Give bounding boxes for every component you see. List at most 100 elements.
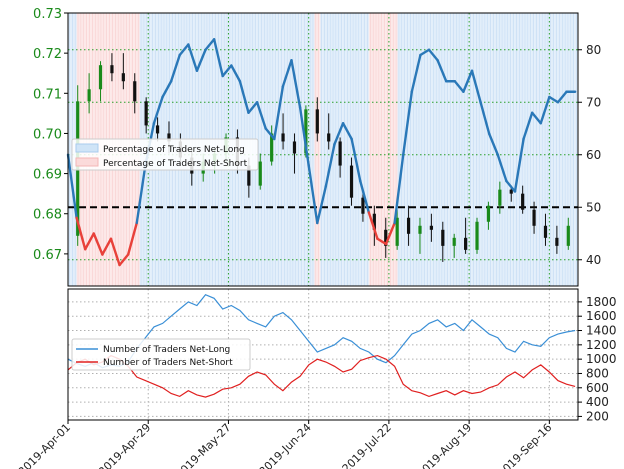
legend-label: Number of Traders Net-Short bbox=[103, 358, 233, 368]
candle bbox=[498, 181, 502, 214]
sentiment-line-segment bbox=[281, 59, 293, 88]
x-axis-ticks: 2019-Apr-01 2019-Apr-29 2019-May-27 2019-Ju… bbox=[16, 420, 554, 469]
candle bbox=[258, 153, 262, 190]
x-tick-label: 2019-Jun-24 bbox=[257, 421, 314, 469]
candle bbox=[270, 125, 274, 166]
bottom-tick-label: 1800 bbox=[586, 295, 617, 309]
left-tick-label: 0.68 bbox=[33, 208, 62, 223]
sentiment-line-segment bbox=[230, 64, 242, 83]
candle bbox=[281, 113, 285, 150]
sentiment-line-segment bbox=[359, 179, 371, 214]
sentiment-line-segment bbox=[187, 43, 199, 72]
candle bbox=[338, 137, 342, 178]
sentiment-line-segment bbox=[221, 64, 233, 78]
candle-body bbox=[87, 89, 91, 102]
candle-body bbox=[270, 133, 274, 162]
candle bbox=[349, 157, 354, 206]
sentiment-line-segment bbox=[548, 95, 560, 104]
candle-body bbox=[406, 217, 411, 234]
candle-body bbox=[486, 205, 491, 222]
candle-body bbox=[509, 189, 513, 194]
sentiment-line-segment bbox=[341, 122, 353, 141]
bottom-tick-label: 1000 bbox=[586, 352, 617, 366]
bottom-legend-box bbox=[71, 338, 251, 371]
sentiment-line-segment bbox=[273, 85, 285, 141]
x-tick-label: 2019-May-27 bbox=[173, 421, 233, 469]
right-tick-label: 40 bbox=[586, 253, 601, 267]
bottom-tick-label: 600 bbox=[586, 381, 609, 395]
candle bbox=[475, 217, 479, 254]
top-panel-border bbox=[67, 12, 579, 287]
candle-body bbox=[315, 109, 319, 134]
candle bbox=[98, 61, 103, 102]
candle bbox=[566, 217, 570, 250]
sentiment-line-segment bbox=[324, 143, 336, 188]
candle-body bbox=[133, 81, 137, 102]
candle bbox=[543, 213, 548, 246]
left-tick-label: 0.73 bbox=[33, 7, 62, 22]
sentiment-line-segment bbox=[178, 43, 190, 57]
candle-body bbox=[361, 197, 365, 214]
net-short-count-line bbox=[67, 354, 576, 398]
sentiment-line-segment bbox=[264, 127, 276, 141]
bottom-panel-border bbox=[67, 288, 579, 421]
sentiment-line-segment bbox=[427, 48, 439, 62]
sentiment-line-segment bbox=[298, 106, 310, 167]
sentiment-line-segment bbox=[496, 153, 508, 183]
top-legend-box bbox=[71, 138, 259, 171]
candle-body bbox=[452, 237, 456, 246]
top-legend: Percentage of Traders Net-Long Percentage… bbox=[71, 138, 259, 171]
legend-swatch bbox=[75, 157, 99, 167]
sentiment-line-segment bbox=[204, 38, 216, 51]
candle bbox=[121, 53, 125, 90]
legend-label: Number of Traders Net-Long bbox=[103, 345, 230, 355]
candle-body bbox=[532, 209, 536, 226]
sentiment-line-segment bbox=[161, 80, 173, 99]
candle-body bbox=[521, 193, 525, 210]
candle bbox=[521, 185, 525, 214]
sentiment-line-segment bbox=[556, 90, 568, 104]
candle bbox=[441, 221, 445, 262]
candle bbox=[418, 217, 422, 254]
bottom-tick-label: 1400 bbox=[586, 324, 617, 338]
candle-body bbox=[258, 161, 262, 186]
sentiment-line-segment bbox=[539, 95, 551, 125]
sentiment-line-segment bbox=[453, 80, 465, 93]
sentiment-line-segment bbox=[255, 101, 267, 130]
x-tick-label: 2019-Sep-16 bbox=[495, 421, 554, 469]
candle bbox=[155, 117, 160, 142]
candle bbox=[395, 209, 399, 250]
legend-label: Percentage of Traders Net-Long bbox=[103, 145, 245, 155]
sentiment-line bbox=[66, 38, 577, 267]
sentiment-line-segment bbox=[152, 95, 164, 125]
candle-body bbox=[418, 225, 422, 234]
left-tick-label: 0.72 bbox=[33, 47, 62, 62]
left-tick-label: 0.71 bbox=[33, 87, 62, 102]
candle bbox=[406, 205, 411, 246]
candle bbox=[87, 73, 91, 114]
candle-body bbox=[281, 133, 285, 142]
candle-body bbox=[543, 225, 548, 238]
legend-label: Percentage of Traders Net-Short bbox=[103, 159, 248, 169]
candle bbox=[327, 113, 331, 150]
bottom-tick-label: 800 bbox=[586, 366, 609, 380]
sentiment-line-segment bbox=[92, 232, 104, 256]
sentiment-line-segment bbox=[212, 38, 224, 78]
sentiment-line-segment bbox=[290, 59, 302, 109]
candle-body bbox=[555, 237, 559, 246]
candle bbox=[110, 53, 114, 82]
right-tick-label: 50 bbox=[586, 200, 601, 214]
candle-body bbox=[498, 189, 502, 206]
candle bbox=[486, 201, 491, 230]
candle-body bbox=[338, 141, 342, 166]
bottom-panel-frame bbox=[67, 288, 579, 421]
candle-body bbox=[464, 237, 468, 250]
bottom-tick-label: 200 bbox=[586, 409, 609, 423]
x-tick-label: 2019-Apr-29 bbox=[96, 421, 153, 469]
sentiment-line-segment bbox=[135, 164, 147, 225]
candle-body bbox=[429, 225, 433, 230]
bottom-tick-label: 1200 bbox=[586, 338, 617, 352]
sentiment-line-segment bbox=[393, 153, 405, 225]
